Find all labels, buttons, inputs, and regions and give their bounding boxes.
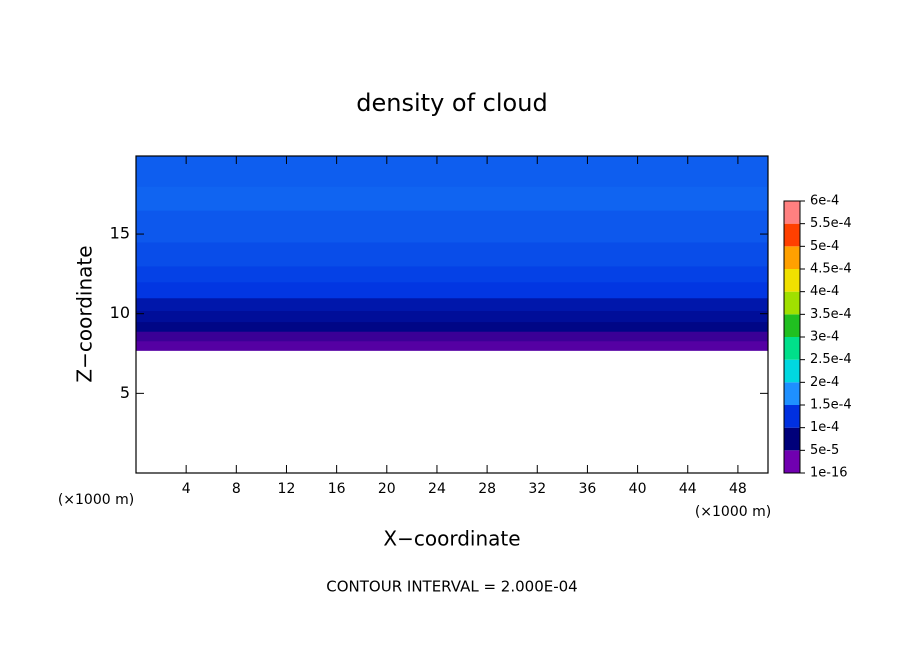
y-axis-label: Z−coordinate [73, 245, 97, 382]
x-tick-label: 4 [182, 481, 191, 497]
x-tick-label: 28 [478, 481, 496, 497]
colorbar-label: 2e-4 [810, 375, 839, 390]
contour-band [136, 340, 768, 351]
contour-band [136, 156, 768, 187]
colorbar-label: 3.5e-4 [810, 307, 852, 322]
colorbar-swatch [784, 223, 800, 247]
contour-band [136, 265, 768, 283]
contour-band [136, 331, 768, 342]
colorbar-swatch [784, 427, 800, 451]
x-tick-label: 20 [378, 481, 396, 497]
plot-frame [135, 155, 769, 474]
y-tick-label: 5 [120, 383, 130, 402]
contour-band [136, 210, 768, 243]
colorbar-swatch [784, 291, 800, 315]
colorbar-frame [783, 200, 801, 474]
colorbar-label: 1.5e-4 [810, 398, 852, 413]
y-tick-label: 10 [110, 303, 130, 322]
colorbar-swatch [784, 201, 800, 224]
x-tick-label: 8 [232, 481, 241, 497]
x-axis-label: X−coordinate [383, 527, 520, 551]
contour-band [136, 297, 768, 312]
x-tick-label: 16 [328, 481, 346, 497]
y-tick-label: 15 [110, 224, 130, 243]
x-tick-label: 44 [679, 481, 697, 497]
colorbar-label: 5e-4 [810, 239, 839, 254]
colorbar-swatch [784, 359, 800, 383]
x-tick-label: 24 [428, 481, 446, 497]
contour-band [136, 310, 768, 323]
contour-band [136, 281, 768, 299]
colorbar-label: 4e-4 [810, 284, 839, 299]
colorbar-label: 3e-4 [810, 330, 839, 345]
y-unit-label: (×1000 m) [695, 504, 771, 520]
colorbar-swatch [784, 246, 800, 269]
chart-title: density of cloud [356, 89, 547, 117]
contour-band [136, 321, 768, 332]
x-tick-label: 36 [579, 481, 597, 497]
colorbar-label: 2.5e-4 [810, 352, 852, 367]
colorbar-label: 4.5e-4 [810, 262, 852, 277]
contour-band [136, 242, 768, 267]
colorbar-swatch [784, 314, 800, 337]
overlay: 4 8 12 16 20 24 28 32 36 40 44 48510151e-165e-51e-4… [110, 155, 852, 497]
field [136, 156, 768, 351]
x-tick-label: 32 [528, 481, 546, 497]
colorbar-swatch [784, 405, 800, 428]
x-tick-label: 40 [629, 481, 647, 497]
colorbar-label: 1e-4 [810, 420, 839, 435]
colorbar-label: 6e-4 [810, 194, 839, 209]
colorbar-label: 5.5e-4 [810, 216, 852, 231]
colorbar-swatch [784, 382, 800, 405]
colorbar-swatch [784, 450, 800, 473]
colorbar-swatch [784, 337, 800, 360]
contour-band [136, 186, 768, 211]
colorbar-label: 1e-16 [810, 466, 848, 481]
x-unit-label: (×1000 m) [58, 492, 134, 508]
x-tick-label: 12 [278, 481, 296, 497]
colorbar-swatch [784, 269, 800, 292]
x-tick-label: 48 [729, 481, 747, 497]
colorbar-label: 5e-5 [810, 443, 839, 458]
annotation: CONTOUR INTERVAL = 2.000E-04 [326, 578, 577, 596]
